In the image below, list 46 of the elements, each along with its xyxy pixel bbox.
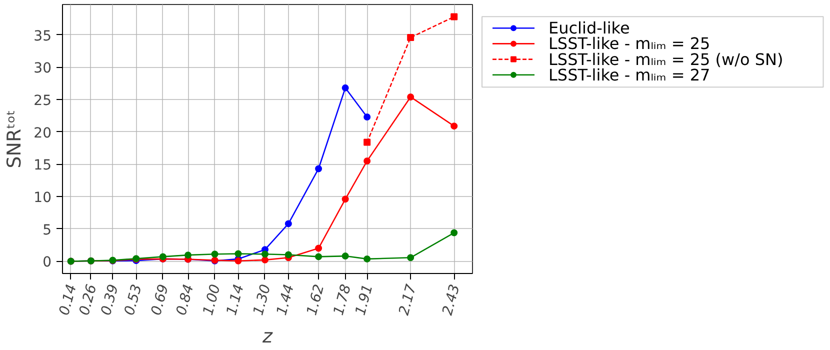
x-tick-label: 1.91	[352, 282, 376, 318]
y-tick-label: 0	[42, 254, 52, 271]
point	[342, 84, 349, 92]
point	[342, 252, 349, 260]
x-tick-label: 1.00	[200, 282, 224, 318]
y-tick-label: 25	[34, 93, 52, 110]
point	[407, 254, 414, 262]
y-axis-title: SNRᵗᵒᵗ	[4, 110, 26, 168]
x-axis-title: z	[262, 325, 274, 348]
x-tick-label: 1.78	[330, 282, 355, 318]
point	[284, 251, 292, 258]
point	[450, 229, 458, 236]
x-tick-label: 0.69	[148, 282, 172, 318]
y-tick-label: 15	[34, 158, 52, 174]
point	[364, 255, 371, 262]
x-tick-label: 0.84	[174, 282, 198, 318]
x-tick-label: 1.14	[224, 282, 248, 318]
point	[364, 157, 371, 164]
y-tick-label: 5	[42, 222, 52, 238]
point	[364, 114, 371, 121]
y-tick-label: 10	[34, 190, 52, 206]
x-tick-label: 1.44	[274, 282, 298, 318]
y-tick-label: 20	[34, 125, 52, 142]
point	[315, 253, 322, 260]
x-tick-label: 0.53	[122, 282, 146, 318]
point	[211, 250, 218, 258]
point	[234, 250, 242, 258]
x-tick-label: 0.39	[98, 282, 122, 318]
x-tick-label: 1.30	[250, 282, 274, 318]
x-tick-label: 1.62	[304, 282, 328, 318]
y-tick-label: 35	[34, 28, 52, 44]
point	[407, 34, 414, 41]
point	[261, 250, 268, 258]
point	[261, 256, 268, 264]
point	[315, 244, 322, 252]
point	[342, 196, 349, 203]
point	[450, 13, 458, 20]
x-tick-label: 2.43	[440, 282, 464, 318]
point	[315, 165, 322, 172]
point	[407, 93, 414, 100]
y-tick-label: 30	[34, 60, 52, 77]
point	[364, 138, 371, 146]
point	[450, 122, 458, 130]
x-tick-label: 2.17	[396, 282, 420, 318]
point	[184, 252, 192, 259]
point	[284, 220, 292, 228]
